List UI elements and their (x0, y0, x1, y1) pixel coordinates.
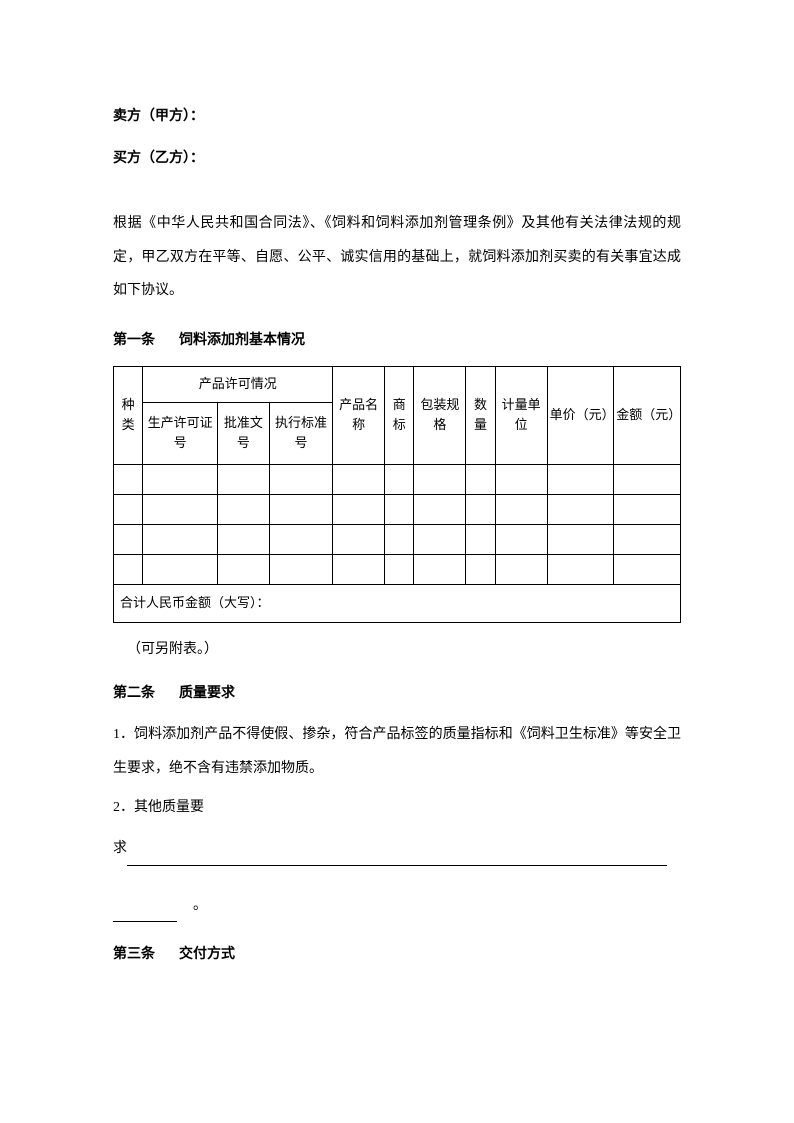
cell (217, 525, 269, 555)
cell (143, 555, 218, 585)
cell (385, 495, 414, 525)
cell (114, 465, 143, 495)
table-row (114, 525, 681, 555)
cell (614, 495, 681, 525)
cell (143, 495, 218, 525)
th-unit-price: 单价（元） (547, 366, 614, 465)
intro-paragraph: 根据《中华人民共和国合同法》、《饲料和饲料添加剂管理条例》及其他有关法律法规的规… (113, 207, 681, 308)
section3-header: 第三条 交付方式 (113, 938, 681, 972)
cell (217, 555, 269, 585)
cell (614, 525, 681, 555)
buyer-line: 买方（乙方）： (113, 142, 681, 176)
cell (333, 525, 385, 555)
cell (547, 465, 614, 495)
th-product-name: 产品名称 (333, 366, 385, 465)
th-approval-no: 批准文号 (217, 402, 269, 465)
cell (269, 555, 332, 585)
cell (217, 495, 269, 525)
cell (385, 555, 414, 585)
cell (547, 555, 614, 585)
table-header-row1: 种类 产品许可情况 产品名称 商标 包装规格 数量 计量单位 单价（元） 金额（… (114, 366, 681, 402)
th-license-group: 产品许可情况 (143, 366, 333, 402)
section2-item2-continue: 求 (113, 841, 127, 856)
cell (466, 495, 495, 525)
cell (385, 465, 414, 495)
cell (614, 555, 681, 585)
cell (269, 495, 332, 525)
section1-title: 饲料添加剂基本情况 (179, 333, 305, 348)
cell (143, 465, 218, 495)
section1-header: 第一条 饲料添加剂基本情况 (113, 324, 681, 358)
section2-fill-line2: 。 (113, 888, 681, 923)
cell (614, 465, 681, 495)
cell (547, 495, 614, 525)
section2-fill-line1: 求 (113, 831, 681, 866)
cell (269, 525, 332, 555)
cell (333, 555, 385, 585)
cell (114, 495, 143, 525)
cell (466, 555, 495, 585)
section2-item1: 1．饲料添加剂产品不得使假、掺杂，符合产品标签的质量指标和《饲料卫生标准》等安全… (113, 718, 681, 785)
table-total-row: 合计人民币金额（大写）： (114, 585, 681, 623)
fill-blank-short (113, 888, 177, 923)
cell (143, 525, 218, 555)
cell (547, 525, 614, 555)
table-row (114, 555, 681, 585)
cell (495, 555, 547, 585)
cell (114, 555, 143, 585)
cell (495, 495, 547, 525)
th-trademark: 商标 (385, 366, 414, 465)
cell (466, 525, 495, 555)
th-quantity: 数量 (466, 366, 495, 465)
th-amount: 金额（元） (614, 366, 681, 465)
cell (217, 465, 269, 495)
cell (414, 525, 466, 555)
section2-item2-end: 。 (193, 898, 207, 913)
cell (333, 495, 385, 525)
th-package-spec: 包装规格 (414, 366, 466, 465)
th-type: 种类 (114, 366, 143, 465)
table-note: （可另附表。） (113, 633, 681, 667)
cell (495, 465, 547, 495)
section2-header: 第二条 质量要求 (113, 677, 681, 711)
section2-item2-prefix: 2．其他质量要 (113, 791, 681, 825)
cell (414, 495, 466, 525)
cell (333, 465, 385, 495)
cell (495, 525, 547, 555)
product-table: 种类 产品许可情况 产品名称 商标 包装规格 数量 计量单位 单价（元） 金额（… (113, 366, 681, 623)
section3-title: 交付方式 (179, 947, 235, 962)
table-row (114, 465, 681, 495)
cell (269, 465, 332, 495)
cell (414, 555, 466, 585)
section2-label: 第二条 (113, 677, 155, 711)
fill-blank-long (127, 831, 667, 866)
th-unit: 计量单位 (495, 366, 547, 465)
cell (385, 525, 414, 555)
section2-title: 质量要求 (179, 686, 235, 701)
cell (466, 465, 495, 495)
cell (414, 465, 466, 495)
section3-label: 第三条 (113, 938, 155, 972)
th-license-no: 生产许可证号 (143, 402, 218, 465)
seller-line: 卖方（甲方）： (113, 100, 681, 134)
table-row (114, 495, 681, 525)
section1-label: 第一条 (113, 324, 155, 358)
total-cell: 合计人民币金额（大写）： (114, 585, 681, 623)
th-standard-no: 执行标准号 (269, 402, 332, 465)
cell (114, 525, 143, 555)
